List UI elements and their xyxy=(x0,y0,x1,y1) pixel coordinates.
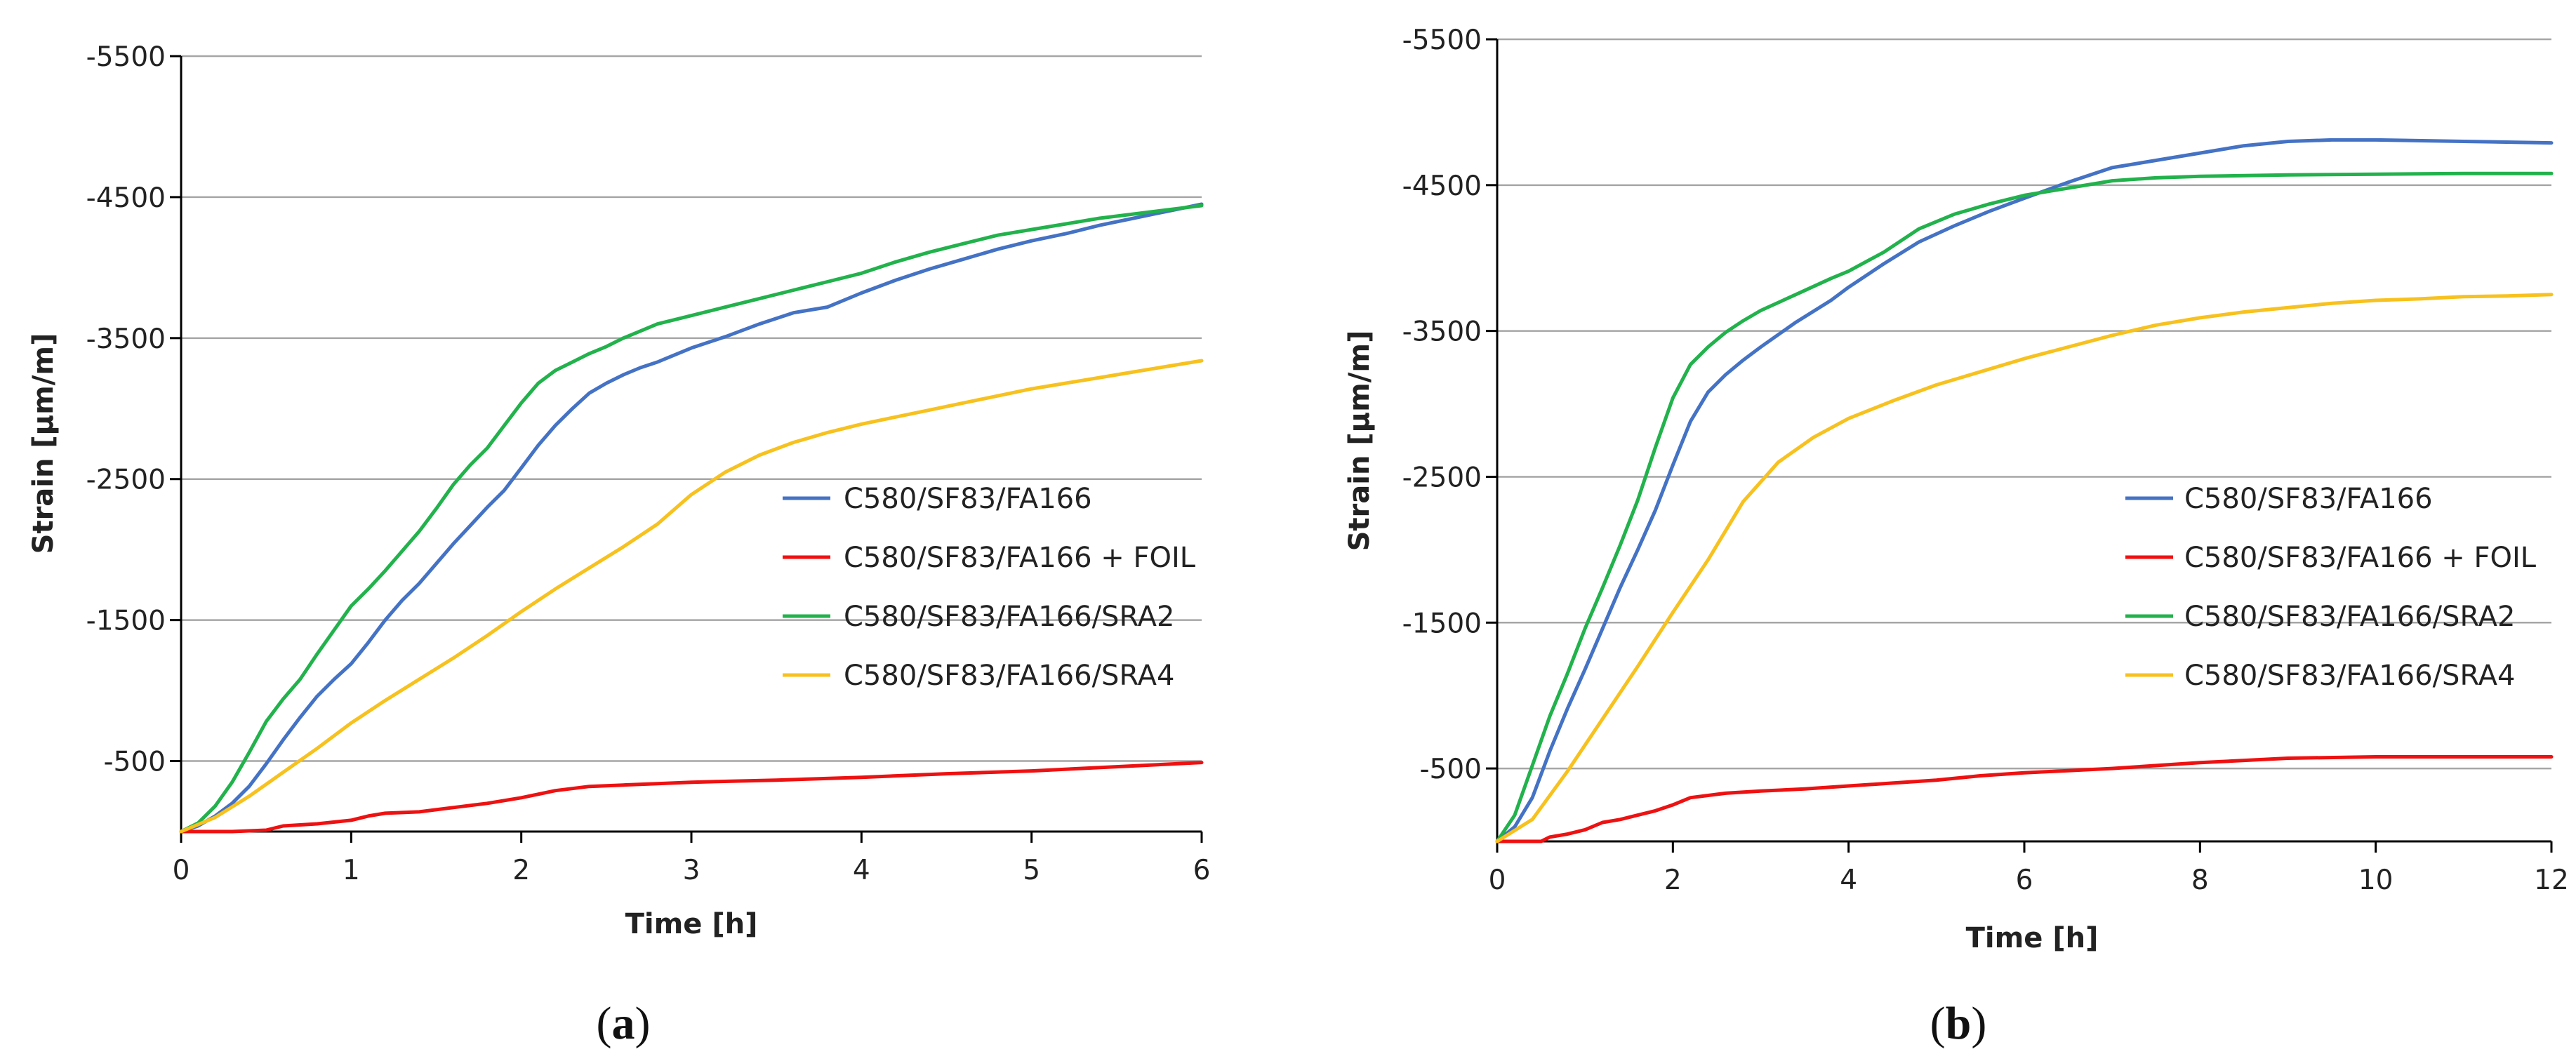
legend-label: C580/SF83/FA166 xyxy=(844,483,1092,515)
legend-label: C580/SF83/FA166 + FOIL xyxy=(2184,542,2537,574)
x-tick-label: 0 xyxy=(1489,865,1506,896)
series-line-1 xyxy=(179,202,1204,834)
series-line-3 xyxy=(179,204,1204,834)
legend-label: C580/SF83/FA166/SRA4 xyxy=(2184,660,2515,692)
x-tick-label: 2 xyxy=(1664,865,1682,896)
legend-label: C580/SF83/FA166/SRA2 xyxy=(844,601,1174,633)
legend-label: C580/SF83/FA166/SRA2 xyxy=(2184,601,2515,633)
series-line-4 xyxy=(179,359,1204,834)
series-line-3 xyxy=(1495,171,2554,843)
y-tick-label: -3500 xyxy=(1402,316,1482,348)
series-line-2 xyxy=(1495,755,2554,843)
series-line-4 xyxy=(1495,293,2554,843)
x-tick-label: 2 xyxy=(512,855,530,886)
chart-panel-a: -500 -1500 -2500 -3500 -4500 -5500 0 1 2 3 4 5 6 C580… xyxy=(27,41,1210,1049)
y-tick-label: -500 xyxy=(1419,754,1482,785)
legend-label: C580/SF83/FA166 xyxy=(2184,483,2433,515)
x-axis-title: Time [h] xyxy=(625,908,758,940)
x-tick-label: 1 xyxy=(343,855,360,886)
panel-label: (b) xyxy=(1930,998,1987,1049)
y-tick-label: -1500 xyxy=(86,606,166,637)
panel-letter: a xyxy=(612,998,635,1049)
x-tick-label: 6 xyxy=(2016,865,2033,896)
y-tick-label: -4500 xyxy=(1402,171,1482,202)
legend-label: C580/SF83/FA166 + FOIL xyxy=(844,542,1196,574)
panel-label: (a) xyxy=(597,998,651,1049)
y-tick-label: -500 xyxy=(103,747,166,778)
panel-letter: b xyxy=(1946,998,1972,1049)
x-tick-label: 4 xyxy=(1840,865,1857,896)
y-axis-title: Strain [µm/m] xyxy=(27,333,60,554)
x-axis-title: Time [h] xyxy=(1966,922,2099,954)
x-tick-label: 4 xyxy=(853,855,870,886)
series-line-2 xyxy=(179,761,1204,834)
x-tick-label: 12 xyxy=(2534,865,2569,896)
y-tick-label: -3500 xyxy=(86,323,166,355)
x-tick-label: 3 xyxy=(683,855,701,886)
series-line-1 xyxy=(1495,138,2554,843)
y-tick-label: -2500 xyxy=(86,465,166,496)
x-tick-label: 0 xyxy=(173,855,190,886)
chart-panel-b: -500 -1500 -2500 -3500 -4500 -5500 0 2 4 6 8 10 12 C5… xyxy=(1343,25,2569,1049)
legend-label: C580/SF83/FA166/SRA4 xyxy=(844,660,1174,692)
y-tick-label: -4500 xyxy=(86,182,166,214)
x-tick-label: 10 xyxy=(2358,865,2394,896)
y-tick-label: -5500 xyxy=(1402,25,1482,56)
y-tick-label: -1500 xyxy=(1402,608,1482,639)
x-tick-label: 5 xyxy=(1023,855,1040,886)
x-tick-label: 6 xyxy=(1193,855,1211,886)
y-axis-title: Strain [µm/m] xyxy=(1343,331,1376,552)
x-tick-label: 8 xyxy=(2191,865,2209,896)
y-tick-label: -5500 xyxy=(86,41,166,73)
y-tick-label: -2500 xyxy=(1402,462,1482,493)
